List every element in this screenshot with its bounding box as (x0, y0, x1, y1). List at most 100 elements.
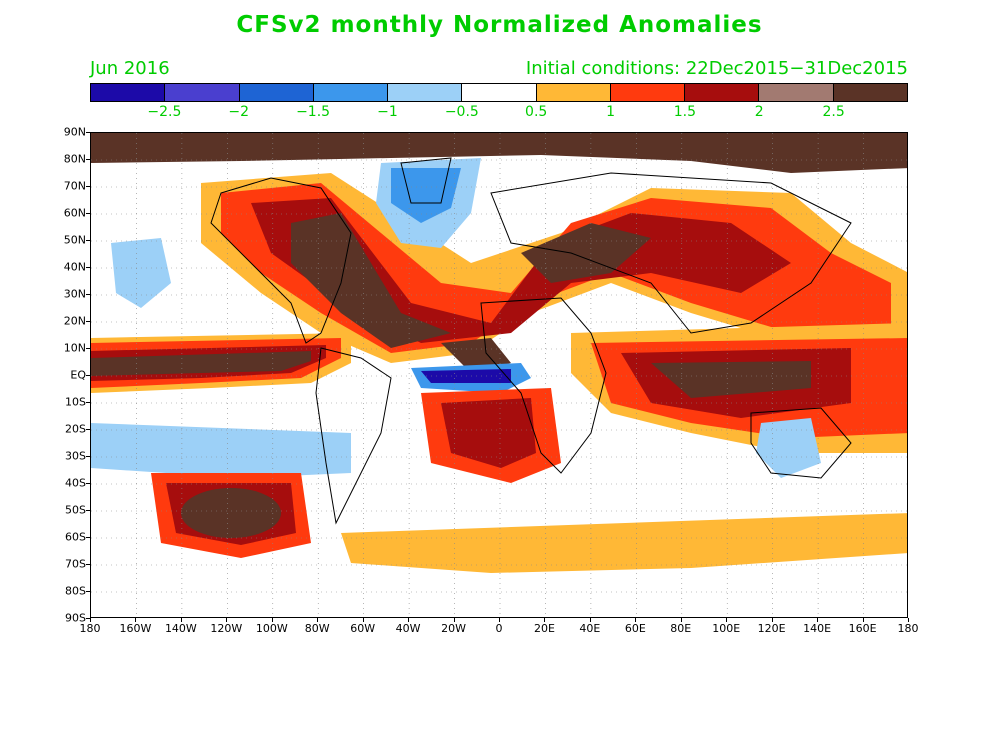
coastline (490, 172, 852, 334)
legend-swatch (685, 84, 760, 101)
legend-swatch (91, 84, 166, 101)
latitude-label: 30S (65, 449, 86, 463)
coastline (315, 347, 392, 525)
latitude-label: 10S (65, 395, 86, 409)
longitude-tick (771, 618, 773, 622)
south-atlantic-darkred (441, 398, 536, 468)
south-pacific-strong (181, 488, 281, 538)
north-atlantic-cool-core (391, 168, 461, 223)
latitude-tick (86, 375, 90, 376)
europe-strong (521, 223, 651, 283)
longitude-label: 40E (579, 622, 601, 635)
latitude-tick (86, 591, 90, 592)
longitude-label: 0 (495, 622, 503, 635)
latitude-label: 90N (63, 125, 86, 139)
longitude-tick (635, 618, 637, 622)
latitude-label: 90S (65, 611, 86, 625)
legend-swatch (388, 84, 463, 101)
longitude-label: 140E (803, 622, 832, 635)
latitude-tick (86, 240, 90, 241)
latitude-tick (86, 564, 90, 565)
latitude-label: 40N (63, 260, 86, 274)
latitude-label: 50S (65, 503, 86, 517)
legend-swatch (833, 84, 907, 101)
longitude-label: 100W (255, 622, 288, 635)
latitude-tick (86, 483, 90, 484)
equatorial-pacific-strong (91, 351, 311, 376)
latitude-tick (86, 213, 90, 214)
latitude-tick (86, 402, 90, 403)
longitude-tick (408, 618, 410, 622)
latitude-tick (86, 132, 90, 133)
anomaly-map (90, 132, 908, 618)
latitude-label: 20S (65, 422, 86, 436)
latitude-tick (86, 456, 90, 457)
coastline (210, 177, 352, 344)
latitude-label: 50N (63, 233, 86, 247)
longitude-tick (862, 618, 864, 622)
longitude-label: 120E (757, 622, 786, 635)
latitude-label: 70N (63, 179, 86, 193)
longitude-label: 20E (533, 622, 555, 635)
latitude-tick (86, 294, 90, 295)
latitude-label: 80N (63, 152, 86, 166)
latitude-tick (86, 186, 90, 187)
latitude-label: 10N (63, 341, 86, 355)
antarctica (91, 578, 907, 617)
longitude-label: 140W (164, 622, 197, 635)
longitude-tick (317, 618, 319, 622)
legend-swatch (536, 84, 611, 101)
longitude-label: 180 (79, 622, 101, 635)
longitude-tick (680, 618, 682, 622)
anomaly-map-svg (91, 133, 907, 617)
legend-label: −2 (228, 104, 250, 120)
legend-swatch (759, 84, 834, 101)
arctic-anomaly (91, 133, 907, 173)
north-america-strong (291, 213, 451, 348)
color-legend-bar (90, 83, 908, 102)
longitude-label: 80W (304, 622, 330, 635)
latitude-label: 60N (63, 206, 86, 220)
latitude-tick (86, 321, 90, 322)
latitude-tick (86, 159, 90, 160)
coastline (750, 407, 852, 479)
latitude-label: 70S (65, 557, 86, 571)
legend-label: −1.5 (296, 104, 331, 120)
longitude-label: 100E (712, 622, 741, 635)
latitude-label: 30N (63, 287, 86, 301)
longitude-tick (817, 618, 819, 622)
latitude-label: 40S (65, 476, 86, 490)
legend-swatch (165, 84, 240, 101)
longitude-tick (544, 618, 546, 622)
legend-swatch (239, 84, 314, 101)
legend-label: 1.5 (673, 104, 697, 120)
longitude-label: 20W (441, 622, 466, 635)
legend-label: −1 (377, 104, 398, 120)
legend-label: 1 (606, 104, 615, 120)
longitude-tick (589, 618, 591, 622)
longitude-tick (226, 618, 228, 622)
legend-label: −0.5 (444, 104, 479, 120)
legend-label: 0.5 (525, 104, 548, 120)
longitude-tick (90, 618, 91, 622)
longitude-label: 180 (897, 622, 919, 635)
legend-swatch (462, 84, 537, 101)
longitude-tick (453, 618, 455, 622)
southern-ocean-warm (341, 513, 907, 573)
longitude-tick (180, 618, 182, 622)
coastline (400, 157, 452, 204)
legend-swatch (313, 84, 389, 101)
map-title: CFSv2 monthly Normalized Anomalies (236, 12, 763, 38)
south-pacific-cool (91, 423, 351, 478)
longitude-tick (271, 618, 273, 622)
latitude-tick (86, 618, 90, 619)
longitude-label: 40W (395, 622, 421, 635)
latitude-label: 20N (63, 314, 86, 328)
australia-cool (756, 418, 821, 478)
legend-label: 2.5 (822, 104, 845, 120)
coastline (480, 297, 607, 474)
latitude-tick (86, 348, 90, 349)
legend-label: −2.5 (147, 104, 182, 120)
latitude-tick (86, 267, 90, 268)
north-pacific-cool (111, 238, 171, 308)
